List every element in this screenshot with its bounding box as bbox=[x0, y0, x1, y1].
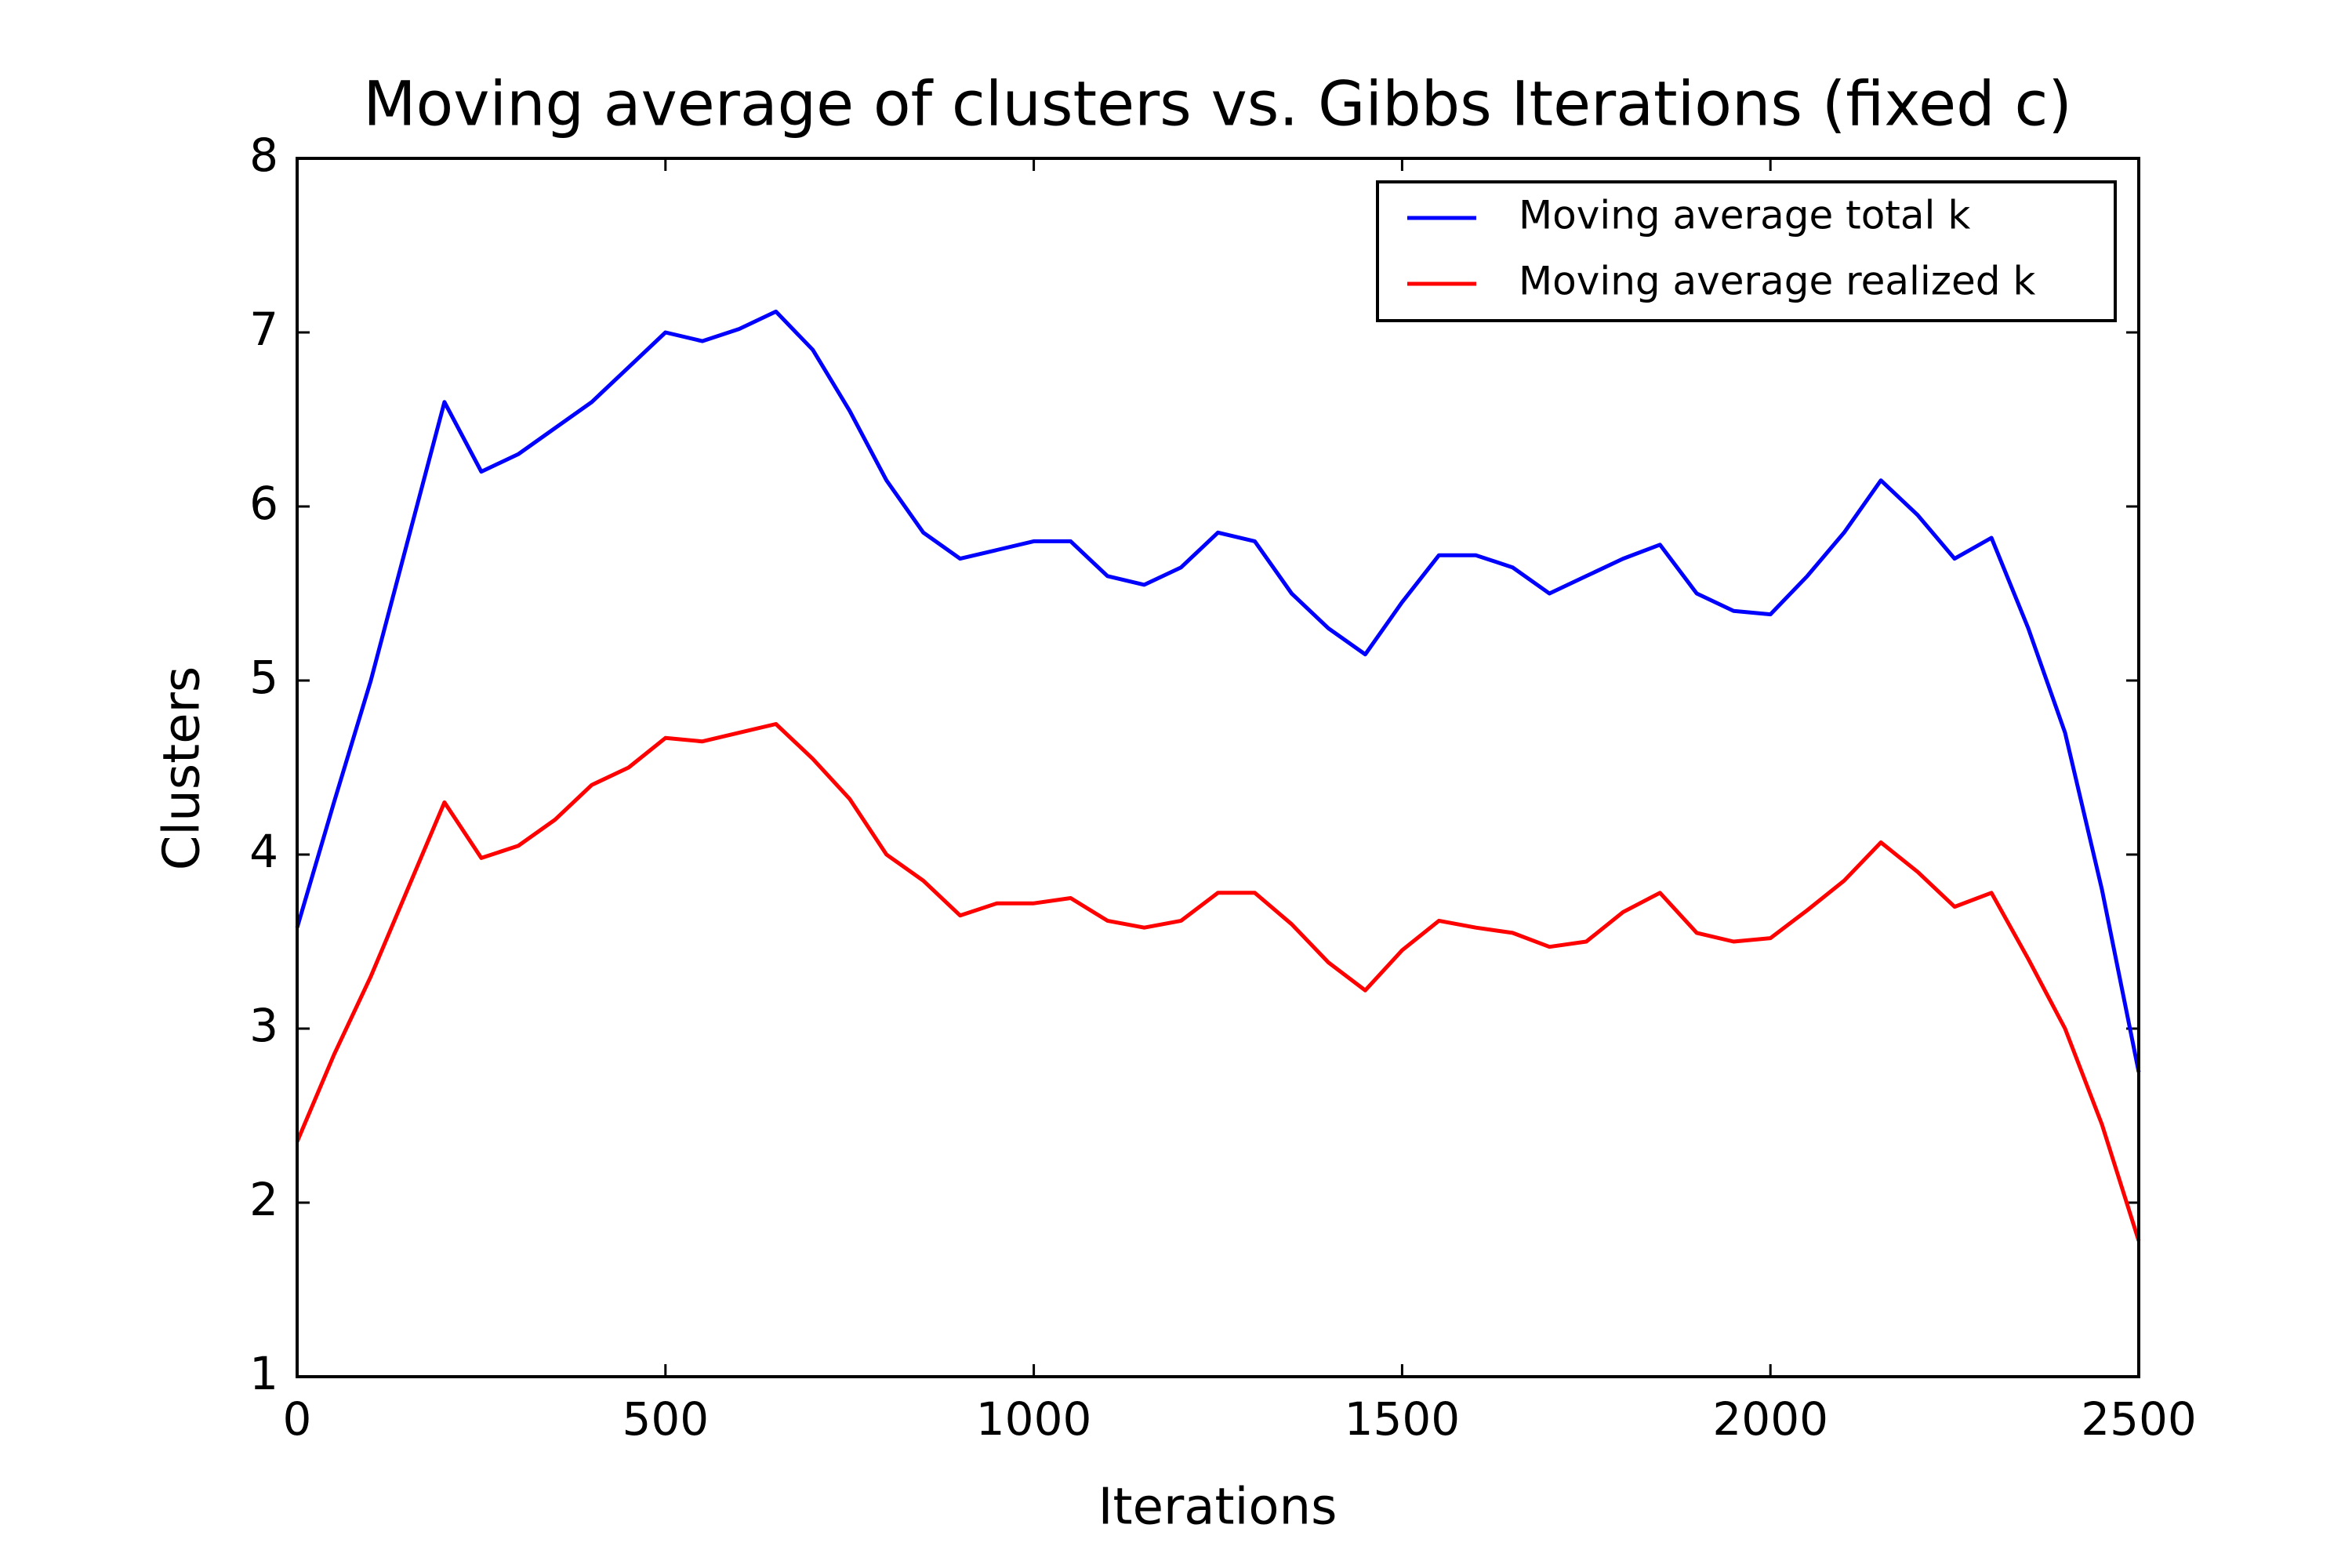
y-tick-label: 1 bbox=[249, 1347, 278, 1400]
line-series bbox=[295, 722, 2141, 1242]
y-tick-label: 4 bbox=[249, 825, 278, 878]
y-tick-label: 3 bbox=[249, 999, 278, 1052]
y-axis-label: Clusters bbox=[154, 666, 212, 871]
line-series bbox=[295, 309, 2141, 1073]
y-tick-label: 5 bbox=[249, 651, 278, 704]
legend-label: Moving average realized k bbox=[1519, 259, 2035, 304]
y-tick-label: 6 bbox=[249, 477, 278, 530]
x-tick-label: 2000 bbox=[1712, 1392, 1828, 1446]
x-tick-label: 500 bbox=[622, 1392, 709, 1446]
chart-title: Moving average of clusters vs. Gibbs Ite… bbox=[363, 69, 2072, 140]
x-tick-label: 0 bbox=[283, 1392, 312, 1446]
legend-label: Moving average total k bbox=[1519, 193, 1970, 238]
y-tick-label: 8 bbox=[249, 129, 278, 182]
plot-frame bbox=[296, 157, 2140, 1378]
legend-box bbox=[1376, 180, 2117, 322]
x-axis-label: Iterations bbox=[1098, 1479, 1338, 1537]
x-tick-label: 1000 bbox=[976, 1392, 1092, 1446]
x-tick-label: 2500 bbox=[2081, 1392, 2197, 1446]
y-tick-label: 2 bbox=[249, 1173, 278, 1226]
x-tick-label: 1500 bbox=[1345, 1392, 1461, 1446]
y-tick-label: 7 bbox=[249, 303, 278, 356]
